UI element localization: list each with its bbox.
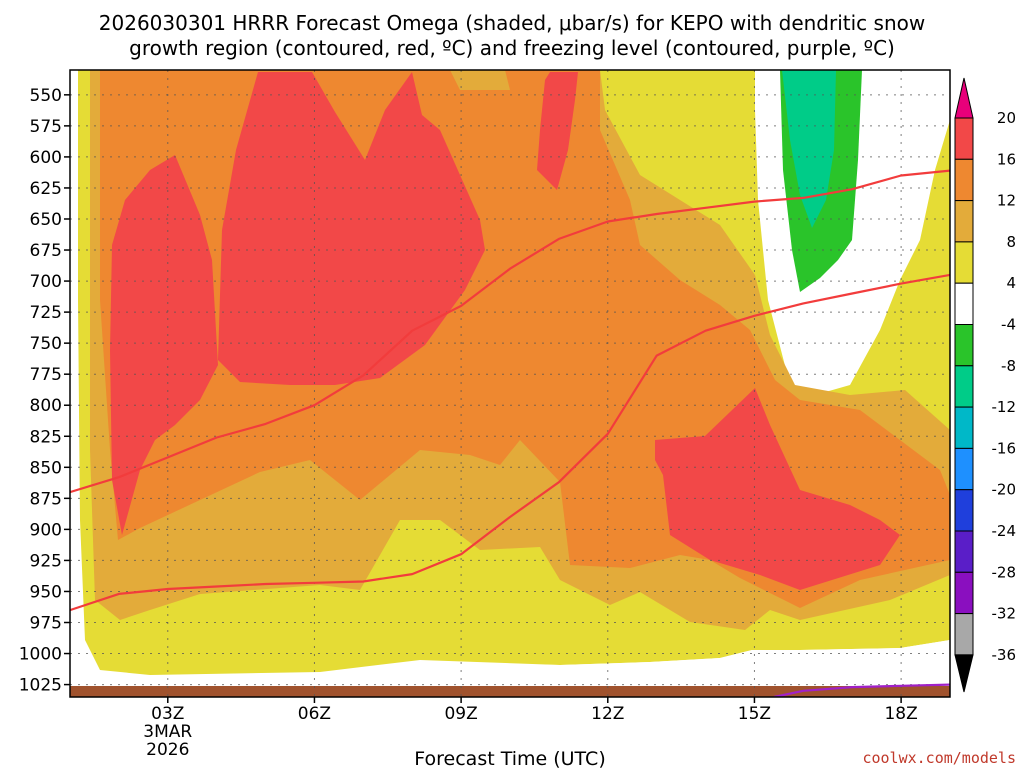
colorbar-label: -12 [992, 398, 1017, 416]
x-tick-label: 03Z [151, 704, 184, 724]
colorbar-label: -28 [992, 563, 1017, 581]
shade-teal [782, 70, 836, 228]
colorbar-swatch [954, 571, 974, 615]
colorbar-label: -4 [1001, 316, 1016, 334]
colorbar-swatch [954, 654, 974, 693]
contour-line [70, 273, 950, 612]
y-tick-label: 650 [30, 210, 62, 230]
colorbar-label: 20 [997, 109, 1016, 127]
chart-title-line2: growth region (contoured, red, ºC) and f… [129, 36, 895, 60]
colorbar-label: -32 [992, 605, 1017, 623]
x-axis-label: Forecast Time (UTC) [414, 748, 605, 768]
x-tick-year: 2026 [146, 740, 189, 760]
y-tick-label: 800 [30, 396, 62, 416]
colorbar-label: -20 [992, 481, 1017, 499]
y-tick-label: 725 [30, 303, 62, 323]
colorbar-label: -16 [992, 439, 1017, 457]
y-tick-label: 600 [30, 148, 62, 168]
x-tick-label: 18Z [884, 704, 917, 724]
colorbar-swatch [954, 324, 974, 367]
colorbar-label: -36 [992, 646, 1017, 664]
omega-shading [70, 70, 950, 697]
colorbar-swatch [954, 241, 974, 284]
credit-text: coolwx.com/models [862, 749, 1016, 767]
y-tick-label: 875 [30, 489, 62, 509]
grid-lines [70, 70, 950, 697]
terrain-ground-strip [70, 686, 950, 697]
chart-title-line1: 2026030301 HRRR Forecast Omega (shaded, … [99, 11, 925, 35]
y-tick-label: 775 [30, 365, 62, 385]
colorbar-swatch [954, 489, 974, 532]
y-tick-label: 750 [30, 334, 62, 354]
colorbar-swatch [954, 158, 974, 202]
colorbar-label: 8 [1006, 233, 1016, 251]
y-axis: 550 575 600 625 650 675 700 725 750 775 800 825 850 8… [19, 86, 70, 696]
colorbar-swatch [954, 77, 974, 119]
contour-line [70, 169, 950, 494]
colorbar-swatch [954, 200, 974, 243]
y-tick-label: 675 [30, 241, 62, 261]
colorbar-label: 12 [997, 192, 1016, 210]
y-tick-label: 625 [30, 179, 62, 199]
x-tick-label: 09Z [444, 704, 477, 724]
x-tick-date: 3MAR [143, 722, 192, 742]
contour-series [70, 169, 950, 697]
plot-frame [69, 69, 951, 698]
y-tick-label: 950 [30, 582, 62, 602]
y-tick-label: 925 [30, 551, 62, 571]
colorbar-swatch [954, 282, 974, 326]
shade-red-center [218, 72, 485, 385]
shade-red-upper [537, 72, 578, 190]
y-tick-label: 700 [30, 272, 62, 292]
x-tick-label: 06Z [298, 704, 331, 724]
y-tick-label: 550 [30, 86, 62, 106]
colorbar-swatch [954, 117, 974, 160]
y-tick-label: 575 [30, 117, 62, 137]
colorbar-label: -24 [992, 522, 1017, 540]
x-tick-label: 12Z [591, 704, 624, 724]
y-tick-label: 1000 [19, 645, 62, 665]
colorbar-swatch [954, 406, 974, 449]
colorbar-swatch [954, 365, 974, 408]
y-tick-label: 1025 [19, 676, 62, 696]
y-tick-label: 825 [30, 427, 62, 447]
y-tick-label: 850 [30, 458, 62, 478]
colorbar: 20 16 12 8 4 -4 -8 -12 -16 -20 -24 -28 -32 -36 [954, 77, 1017, 693]
shade-red-lower-right [655, 388, 900, 590]
colorbar-swatch [954, 447, 974, 491]
y-tick-label: 975 [30, 614, 62, 634]
colorbar-label: 4 [1006, 274, 1016, 292]
colorbar-swatch [954, 613, 974, 656]
colorbar-label: 16 [997, 150, 1016, 168]
x-tick-label: 15Z [738, 704, 771, 724]
shade-white-near-surface [100, 640, 950, 686]
contour-line [773, 683, 950, 697]
y-tick-label: 900 [30, 520, 62, 540]
colorbar-label: -8 [1001, 357, 1016, 375]
colorbar-swatch [954, 530, 974, 573]
